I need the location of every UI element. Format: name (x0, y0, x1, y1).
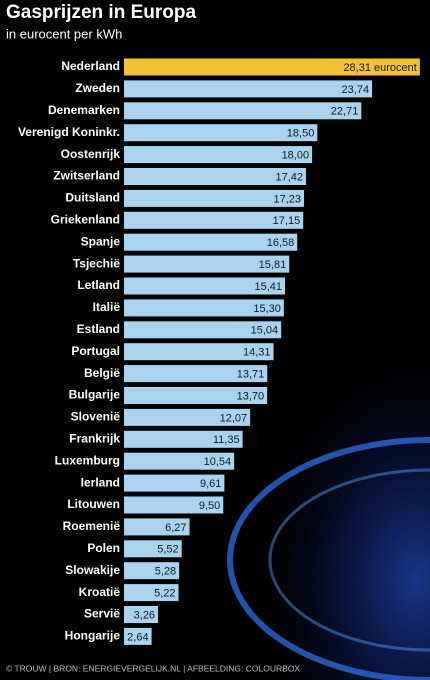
value-label: 28,31 eurocent (343, 62, 416, 74)
chart-subtitle: in eurocent per kWh (6, 26, 122, 41)
bar (124, 124, 318, 142)
value-label: 5,28 (155, 566, 176, 578)
chart-title: Gasprijzen in Europa (6, 2, 196, 23)
category-label: Bulgarije (69, 388, 121, 402)
value-label: 12,07 (220, 412, 248, 424)
bar (124, 365, 268, 383)
bar (124, 452, 235, 470)
bar (124, 518, 190, 536)
value-label: 17,15 (273, 215, 301, 227)
bar (124, 562, 180, 580)
value-label: 15,81 (259, 259, 287, 271)
category-label: Spanje (81, 234, 121, 248)
category-label: Letland (77, 278, 120, 292)
value-label: 13,70 (237, 390, 265, 402)
category-label: Verenigd Koninkr. (18, 125, 120, 139)
value-label: 10,54 (204, 456, 232, 468)
category-label: Griekenland (51, 212, 120, 226)
value-label: 6,27 (165, 522, 186, 534)
category-label: Roemenië (63, 519, 121, 533)
bar (124, 540, 182, 558)
bar (124, 584, 179, 602)
category-label: Ierland (81, 475, 120, 489)
value-label: 9,50 (199, 500, 220, 512)
category-label: Italië (93, 300, 121, 314)
bar (124, 168, 307, 185)
bar (124, 80, 373, 98)
bar (124, 211, 304, 229)
bar (124, 408, 251, 426)
bar (124, 321, 282, 339)
category-label: Kroatië (79, 585, 121, 599)
bar (124, 387, 268, 404)
value-label: 2,64 (127, 631, 148, 643)
value-label: 18,50 (287, 128, 315, 140)
category-label: België (84, 366, 120, 380)
value-label: 3,26 (134, 609, 155, 621)
category-label: Estland (77, 322, 120, 336)
value-label: 14,31 (243, 347, 271, 359)
category-label: Luxemburg (55, 453, 120, 467)
value-label: 16,58 (267, 237, 295, 249)
bar (124, 474, 225, 492)
bar (124, 146, 313, 164)
category-label: Tsjechië (73, 256, 120, 270)
value-label: 23,74 (342, 84, 370, 96)
bar (124, 189, 305, 207)
bar (124, 277, 286, 295)
value-label: 22,71 (331, 106, 359, 118)
bar (124, 627, 152, 645)
category-label: Zweden (75, 81, 120, 95)
value-label: 15,04 (251, 325, 279, 337)
bar (124, 102, 362, 120)
value-label: 15,30 (253, 303, 281, 315)
category-label: Portugal (71, 344, 120, 358)
source: © TROUW | BRON: ENERGIEVERGELIJK.NL | AF… (6, 663, 300, 673)
category-label: Denemarken (48, 103, 120, 117)
bar (124, 299, 284, 317)
category-label: Duitsland (65, 191, 120, 205)
value-label: 5,22 (154, 588, 175, 600)
value-label: 17,42 (276, 171, 304, 183)
category-label: Litouwen (67, 497, 120, 511)
value-label: 17,23 (274, 193, 302, 205)
category-label: Polen (87, 541, 120, 555)
bar (124, 430, 243, 448)
category-label: Zwitserland (53, 169, 120, 183)
category-label: Servië (84, 607, 120, 621)
bar (124, 343, 274, 361)
category-label: Oostenrijk (61, 147, 121, 161)
category-label: Slovenië (71, 410, 121, 424)
category-label: Hongarije (65, 629, 121, 643)
value-label: 13,71 (237, 369, 265, 381)
bar (124, 606, 159, 623)
bar (124, 496, 224, 514)
burner-flames (227, 437, 430, 680)
category-label: Frankrijk (69, 431, 120, 445)
bar (124, 255, 290, 273)
value-label: 11,35 (213, 434, 240, 446)
value-label: 18,00 (282, 150, 310, 162)
value-label: 15,41 (255, 281, 283, 293)
category-label: Nederland (61, 59, 120, 73)
value-label: 5,52 (157, 544, 178, 556)
value-label: 9,61 (200, 478, 221, 490)
category-label: Slowakije (65, 563, 120, 577)
bar (124, 58, 420, 76)
bar (124, 233, 298, 251)
